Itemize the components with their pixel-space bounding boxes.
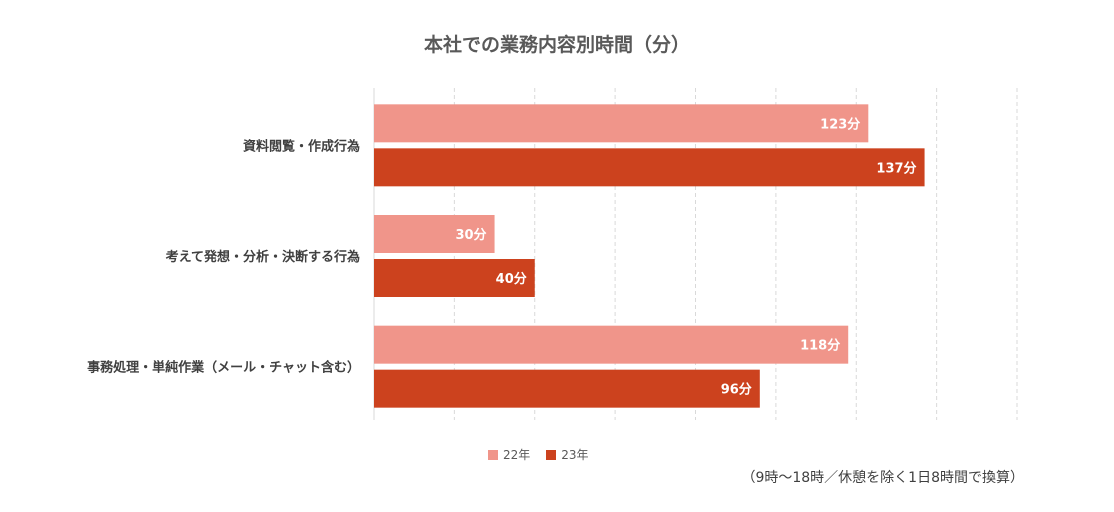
bar (374, 259, 535, 297)
data-label: 40分 (496, 271, 527, 287)
footnote: （9時〜18時／休憩を除く1日8時間で換算） (741, 470, 1024, 486)
category-label: 資料閲覧・作成行為 (243, 138, 360, 154)
legend-label-22: 22年 (503, 448, 531, 462)
category-label: 事務処理・単純作業（メール・チャット含む） (87, 360, 360, 376)
legend: 22年 23年 (488, 446, 589, 463)
bar (374, 148, 925, 187)
legend-swatch-23 (546, 449, 557, 460)
legend-item-23: 23年 (546, 446, 589, 463)
legend-item-22: 22年 (488, 446, 530, 463)
bar (374, 325, 849, 364)
data-label: 118分 (800, 338, 840, 354)
data-label: 96分 (721, 382, 752, 398)
bar (374, 104, 869, 143)
data-label: 30分 (455, 227, 486, 243)
category-label: 考えて発想・分析・決断する行為 (166, 249, 360, 265)
chart-title: 本社での業務内容別時間（分） (423, 34, 690, 56)
bar (374, 215, 495, 253)
data-label: 123分 (820, 116, 860, 132)
legend-swatch-22 (488, 449, 498, 460)
data-label: 137分 (876, 160, 916, 176)
legend-label-23: 23年 (561, 448, 589, 462)
bar (374, 369, 760, 408)
